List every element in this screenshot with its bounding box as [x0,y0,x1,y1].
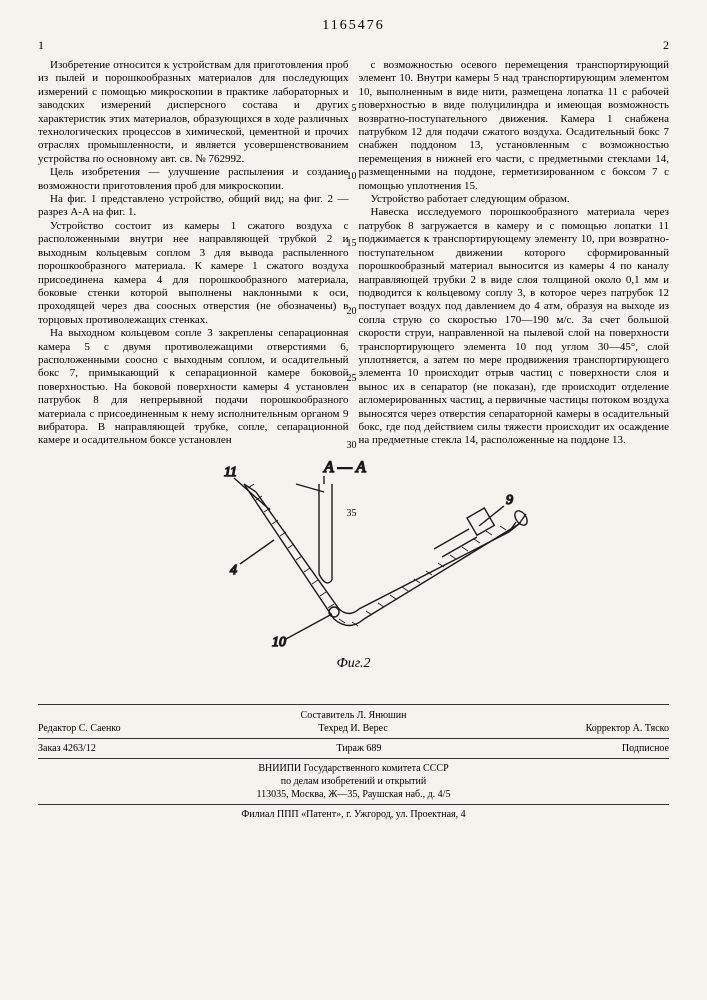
line-number: 25 [345,374,357,384]
text-columns: Изобретение относится к устройствам для … [38,59,669,448]
paragraph: На фиг. 1 представлено устройство, общий… [38,193,349,220]
org-line-2: по делам изобретений и открытий [38,775,669,788]
compiler: Составитель Л. Янюшин [38,709,669,722]
footer-row-credits: Редактор С. Саенко Техред И. Верес Корре… [38,722,669,735]
editor: Редактор С. Саенко [38,722,121,735]
divider [38,758,669,759]
patent-page: 1165476 1 2 Изобретение относится к устр… [0,0,707,1000]
signed: Подписное [622,742,669,755]
header-left: 1 [38,38,44,53]
paragraph: Устройство состоит из камеры 1 сжатого в… [38,220,349,327]
header-row: 1 2 [38,38,669,53]
address-1: 113035, Москва, Ж—35, Раушская наб., д. … [38,788,669,801]
line-number: 30 [345,441,357,451]
paragraph: Цель изобретения — улучшение распыления … [38,166,349,193]
divider [38,804,669,805]
line-number: 20 [345,307,357,317]
paragraph: с возможностью осевого перемещения транс… [359,59,670,193]
tirage: Тираж 689 [336,742,381,755]
techred: Техред И. Верес [318,722,387,735]
paragraph: Навеска исследуемого порошкообразного ма… [359,206,670,447]
org-line-3: Филиал ППП «Патент», г. Ужгород, ул. Про… [38,808,669,821]
callout-10: 10 [272,635,286,650]
left-column: Изобретение относится к устройствам для … [38,59,349,448]
paragraph: Устройство работает следующим образом. [359,193,670,206]
line-number: 15 [345,239,357,249]
callout-4: 4 [230,563,237,578]
patent-number: 1165476 [38,18,669,34]
footer-row-order: Заказ 4263/12 Тираж 689 Подписное [38,742,669,755]
figure-2: А — А [38,454,669,694]
org-line-1: ВНИИПИ Государственного комитета СССР [38,762,669,775]
callout-11: 11 [224,465,237,480]
corrector: Корректор А. Тяско [586,722,669,735]
figure-caption: Фиг.2 [38,656,669,672]
section-label: А — А [323,459,366,476]
callout-9: 9 [506,493,513,508]
line-number: 5 [345,104,357,114]
imprint-block: Составитель Л. Янюшин Редактор С. Саенко… [38,704,669,821]
paragraph: Изобретение относится к устройствам для … [38,59,349,166]
right-column: 5 10 15 20 25 30 35 с возможностью осево… [359,59,670,448]
order-no: Заказ 4263/12 [38,742,96,755]
paragraph: На выходном кольцевом сопле 3 закреплены… [38,327,349,448]
divider [38,738,669,739]
figure-svg: А — А [174,454,534,654]
header-right: 2 [663,38,669,53]
line-number: 10 [345,172,357,182]
